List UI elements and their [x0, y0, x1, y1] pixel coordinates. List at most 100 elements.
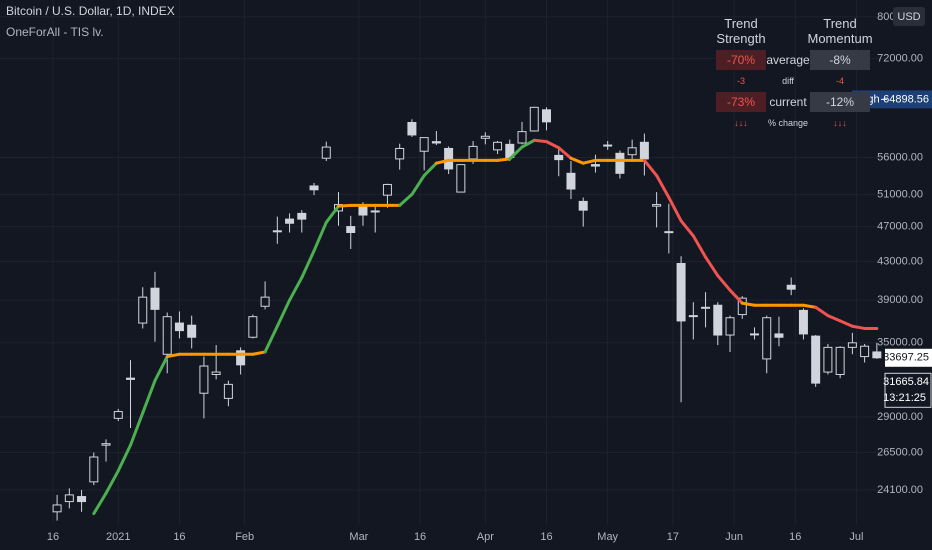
trend-line-segment [520, 138, 536, 149]
candle-body [652, 204, 662, 207]
candle-body [664, 231, 674, 234]
candle-body [138, 296, 148, 324]
countdown: 13:21:25 [883, 392, 926, 404]
trend-line-segment [544, 140, 561, 150]
candle-body [860, 345, 870, 358]
table-cell: -73% [716, 92, 766, 112]
candle-body [811, 335, 821, 384]
candle-body [321, 146, 331, 159]
candle-body [211, 371, 221, 375]
candle-body [847, 342, 857, 348]
candle-body [737, 297, 747, 316]
y-tick-label: 35000.00 [877, 337, 923, 349]
candle-body [150, 287, 160, 310]
last-price-label: 33697.25 [883, 352, 929, 364]
candle-body [395, 147, 405, 160]
trend-line-segment [434, 158, 451, 165]
candle-body [713, 304, 723, 336]
x-tick-label: Mar [349, 531, 368, 543]
trend-line-segment [667, 195, 683, 223]
y-tick-label: 43000.00 [877, 256, 923, 268]
candle-body [627, 147, 637, 156]
candle-body [688, 315, 698, 318]
trend-line-segment [312, 220, 328, 253]
trend-line-segment [532, 138, 548, 144]
candle-body [101, 443, 111, 446]
trend-table: Trend Strength Trend Momentum -70% avera… [716, 14, 873, 132]
candle-body [615, 152, 625, 174]
trend-line-segment [801, 303, 818, 309]
candle-body [431, 141, 441, 144]
table-header: Trend Momentum [807, 16, 873, 46]
candle-body [382, 183, 392, 196]
candle-body [480, 135, 490, 139]
candle-body [223, 383, 233, 399]
trend-line-segment [300, 249, 316, 280]
x-tick-label: 16 [540, 531, 552, 543]
candle-body [297, 212, 307, 220]
high-marker-value: 64898.56 [883, 93, 929, 105]
candle-body [285, 218, 295, 224]
x-tick-label: May [597, 531, 618, 543]
table-cell: -8% [810, 50, 870, 70]
y-tick-label: 24100.00 [877, 484, 923, 496]
y-tick-label: 47000.00 [877, 220, 923, 232]
y-tick-label: 56000.00 [877, 151, 923, 163]
candle-body [493, 141, 503, 151]
x-tick-label: Apr [477, 531, 494, 543]
candle-body [517, 131, 527, 144]
price-label: 31665.84 [883, 376, 929, 388]
candle-body [590, 164, 600, 167]
candle-body [541, 109, 551, 123]
trend-line-segment [814, 305, 830, 318]
trend-line-segment [508, 145, 524, 161]
trend-line-segment [251, 350, 267, 356]
table-cell: -12% [810, 92, 870, 112]
candle-body [529, 106, 539, 132]
candle-body [419, 137, 429, 152]
candle-body [468, 145, 478, 160]
trend-line-segment [398, 192, 414, 207]
candle-body [762, 317, 772, 360]
table-cell: average [766, 53, 810, 67]
trend-line-segment [826, 314, 842, 323]
x-tick-label: Jun [725, 531, 743, 543]
table-cell: ↓↓↓ [833, 118, 847, 128]
candle-body [199, 365, 209, 394]
x-tick-label: Jul [849, 531, 863, 543]
x-tick-label: Feb [235, 531, 254, 543]
candle-body [89, 456, 99, 483]
trend-line-segment [104, 469, 120, 495]
candle-body [774, 333, 784, 338]
trend-line-segment [337, 203, 353, 208]
table-cell: -70% [716, 50, 766, 70]
trend-line-segment [728, 288, 744, 305]
candle-body [676, 263, 686, 322]
trend-line-segment [92, 491, 108, 516]
x-tick-label: 16 [789, 531, 801, 543]
y-tick-label: 72000.00 [877, 52, 923, 64]
candle-body [823, 346, 833, 373]
currency-badge[interactable] [893, 7, 925, 26]
y-tick-label: 26500.00 [877, 446, 923, 458]
trend-line-segment [153, 355, 169, 383]
trend-line-segment [691, 234, 708, 259]
x-tick-label: 16 [173, 531, 185, 543]
candle-body [260, 296, 270, 307]
high-marker-box [852, 90, 932, 109]
trend-line-segment [129, 411, 145, 447]
candle-body [639, 141, 649, 160]
grid [0, 0, 885, 525]
table-header: Trend Strength [716, 16, 766, 46]
trend-line-segment [740, 301, 756, 307]
trend-line-segment [655, 174, 671, 199]
trend-line-segment [679, 219, 695, 238]
candle-body [248, 316, 258, 338]
trend-line-segment [422, 161, 438, 178]
currency-label[interactable]: USD [897, 11, 920, 23]
table-cell: ↓↓↓ [734, 118, 748, 128]
x-tick-label: 17 [667, 531, 679, 543]
y-tick-label: 39000.00 [877, 294, 923, 306]
